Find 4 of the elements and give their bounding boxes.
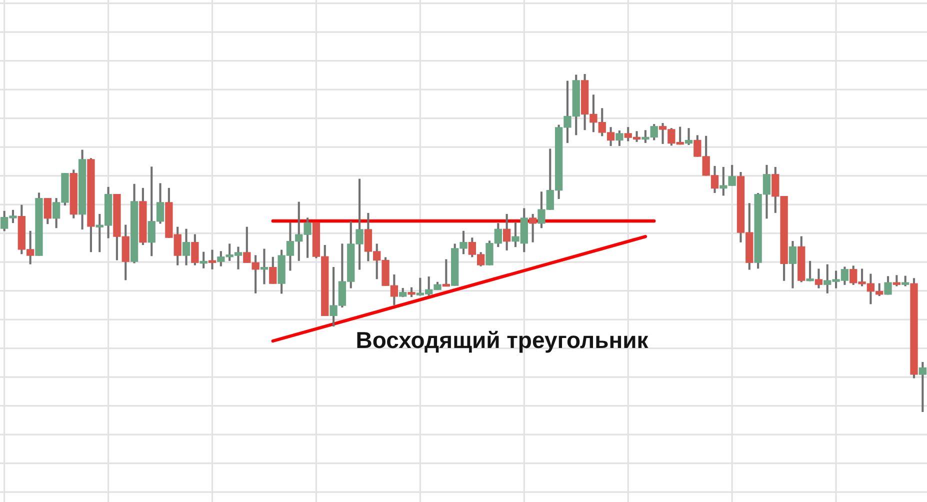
candlestick [684, 128, 693, 145]
candlestick [208, 250, 216, 270]
candlestick [260, 248, 268, 284]
annotation: Восходящий треугольник [356, 327, 649, 353]
